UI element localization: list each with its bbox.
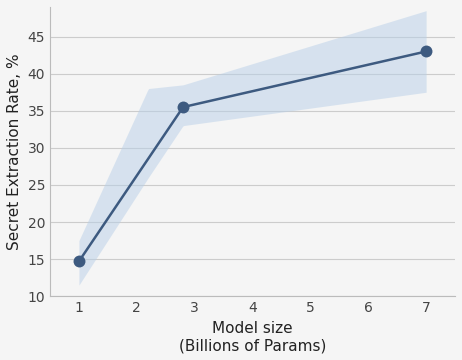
Point (179, 104, 187, 110)
Y-axis label: Secret Extraction Rate, %: Secret Extraction Rate, % (7, 53, 22, 250)
Point (422, 49, 430, 54)
Point (75, 258, 83, 264)
X-axis label: Model size
(Billions of Params): Model size (Billions of Params) (179, 321, 326, 353)
